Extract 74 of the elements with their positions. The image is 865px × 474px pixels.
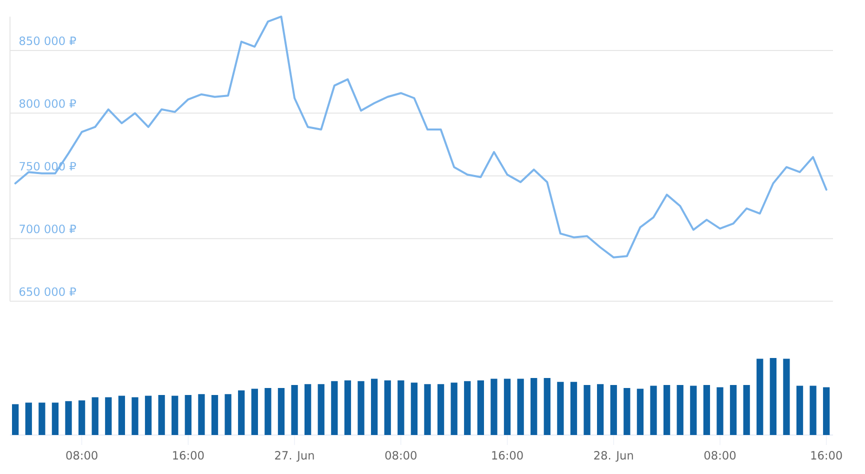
bar	[636, 388, 644, 435]
bar	[796, 386, 804, 435]
bar	[770, 358, 776, 435]
bar	[437, 384, 444, 435]
bar	[504, 378, 511, 435]
bar	[676, 384, 684, 435]
bar	[743, 384, 750, 435]
bar	[25, 402, 32, 435]
x-tick-label: 28. Jun	[594, 451, 633, 462]
bar	[823, 387, 830, 435]
bar	[703, 384, 710, 435]
y-tick-label: 700 000 ₽	[20, 224, 76, 234]
bar	[172, 396, 178, 435]
bar	[464, 381, 471, 435]
y-tick-label: 650 000 ₽	[20, 287, 76, 296]
bar	[398, 380, 404, 435]
bar	[211, 394, 218, 435]
bar	[278, 388, 285, 435]
x-tick-label: 16:00	[492, 451, 523, 460]
bar	[65, 401, 72, 435]
bar	[370, 378, 378, 435]
bar	[716, 387, 724, 435]
y-tick-label: 800 000 ₽	[19, 99, 76, 108]
bar	[450, 382, 458, 435]
bar	[344, 380, 352, 435]
bar	[38, 402, 46, 435]
bar	[783, 358, 790, 435]
bar	[184, 394, 192, 435]
bar	[224, 394, 232, 435]
bar	[238, 390, 245, 435]
bar	[410, 382, 418, 435]
bar	[810, 386, 816, 435]
bar	[650, 386, 657, 435]
bar	[424, 384, 431, 435]
bar	[597, 384, 604, 435]
x-tick-label: 08:00	[385, 451, 416, 460]
bar	[132, 397, 138, 435]
bar	[291, 384, 298, 435]
bar	[690, 386, 697, 435]
x-tick-label: 16:00	[173, 451, 204, 460]
bar	[544, 378, 550, 435]
bar	[158, 394, 165, 435]
bar	[52, 402, 59, 435]
bar	[756, 358, 764, 435]
bar	[384, 380, 391, 435]
bar	[584, 384, 590, 435]
bar	[517, 378, 524, 435]
bar	[92, 397, 98, 435]
x-tick-label: 08:00	[66, 451, 98, 460]
bar	[118, 396, 126, 435]
bar	[730, 384, 737, 435]
x-tick-label: 27. Jun	[275, 451, 314, 462]
bar	[144, 396, 152, 435]
bar	[490, 378, 498, 435]
bar	[105, 397, 112, 435]
x-tick-label: 08:00	[704, 451, 736, 460]
bar	[358, 381, 364, 435]
bar	[557, 382, 564, 435]
bar	[264, 388, 272, 435]
bar	[530, 378, 538, 435]
bar	[318, 384, 324, 435]
bar	[610, 384, 617, 435]
y-tick-label: 850 000 ₽	[19, 36, 76, 46]
bar	[251, 388, 258, 435]
bar	[663, 384, 670, 435]
bar	[477, 380, 484, 435]
bar	[78, 400, 86, 435]
bar	[331, 381, 338, 435]
x-tick-label: 16:00	[811, 451, 842, 460]
bar	[624, 388, 630, 435]
bar	[198, 394, 205, 435]
bar	[304, 384, 312, 435]
bar	[12, 404, 19, 435]
bar	[570, 382, 578, 435]
